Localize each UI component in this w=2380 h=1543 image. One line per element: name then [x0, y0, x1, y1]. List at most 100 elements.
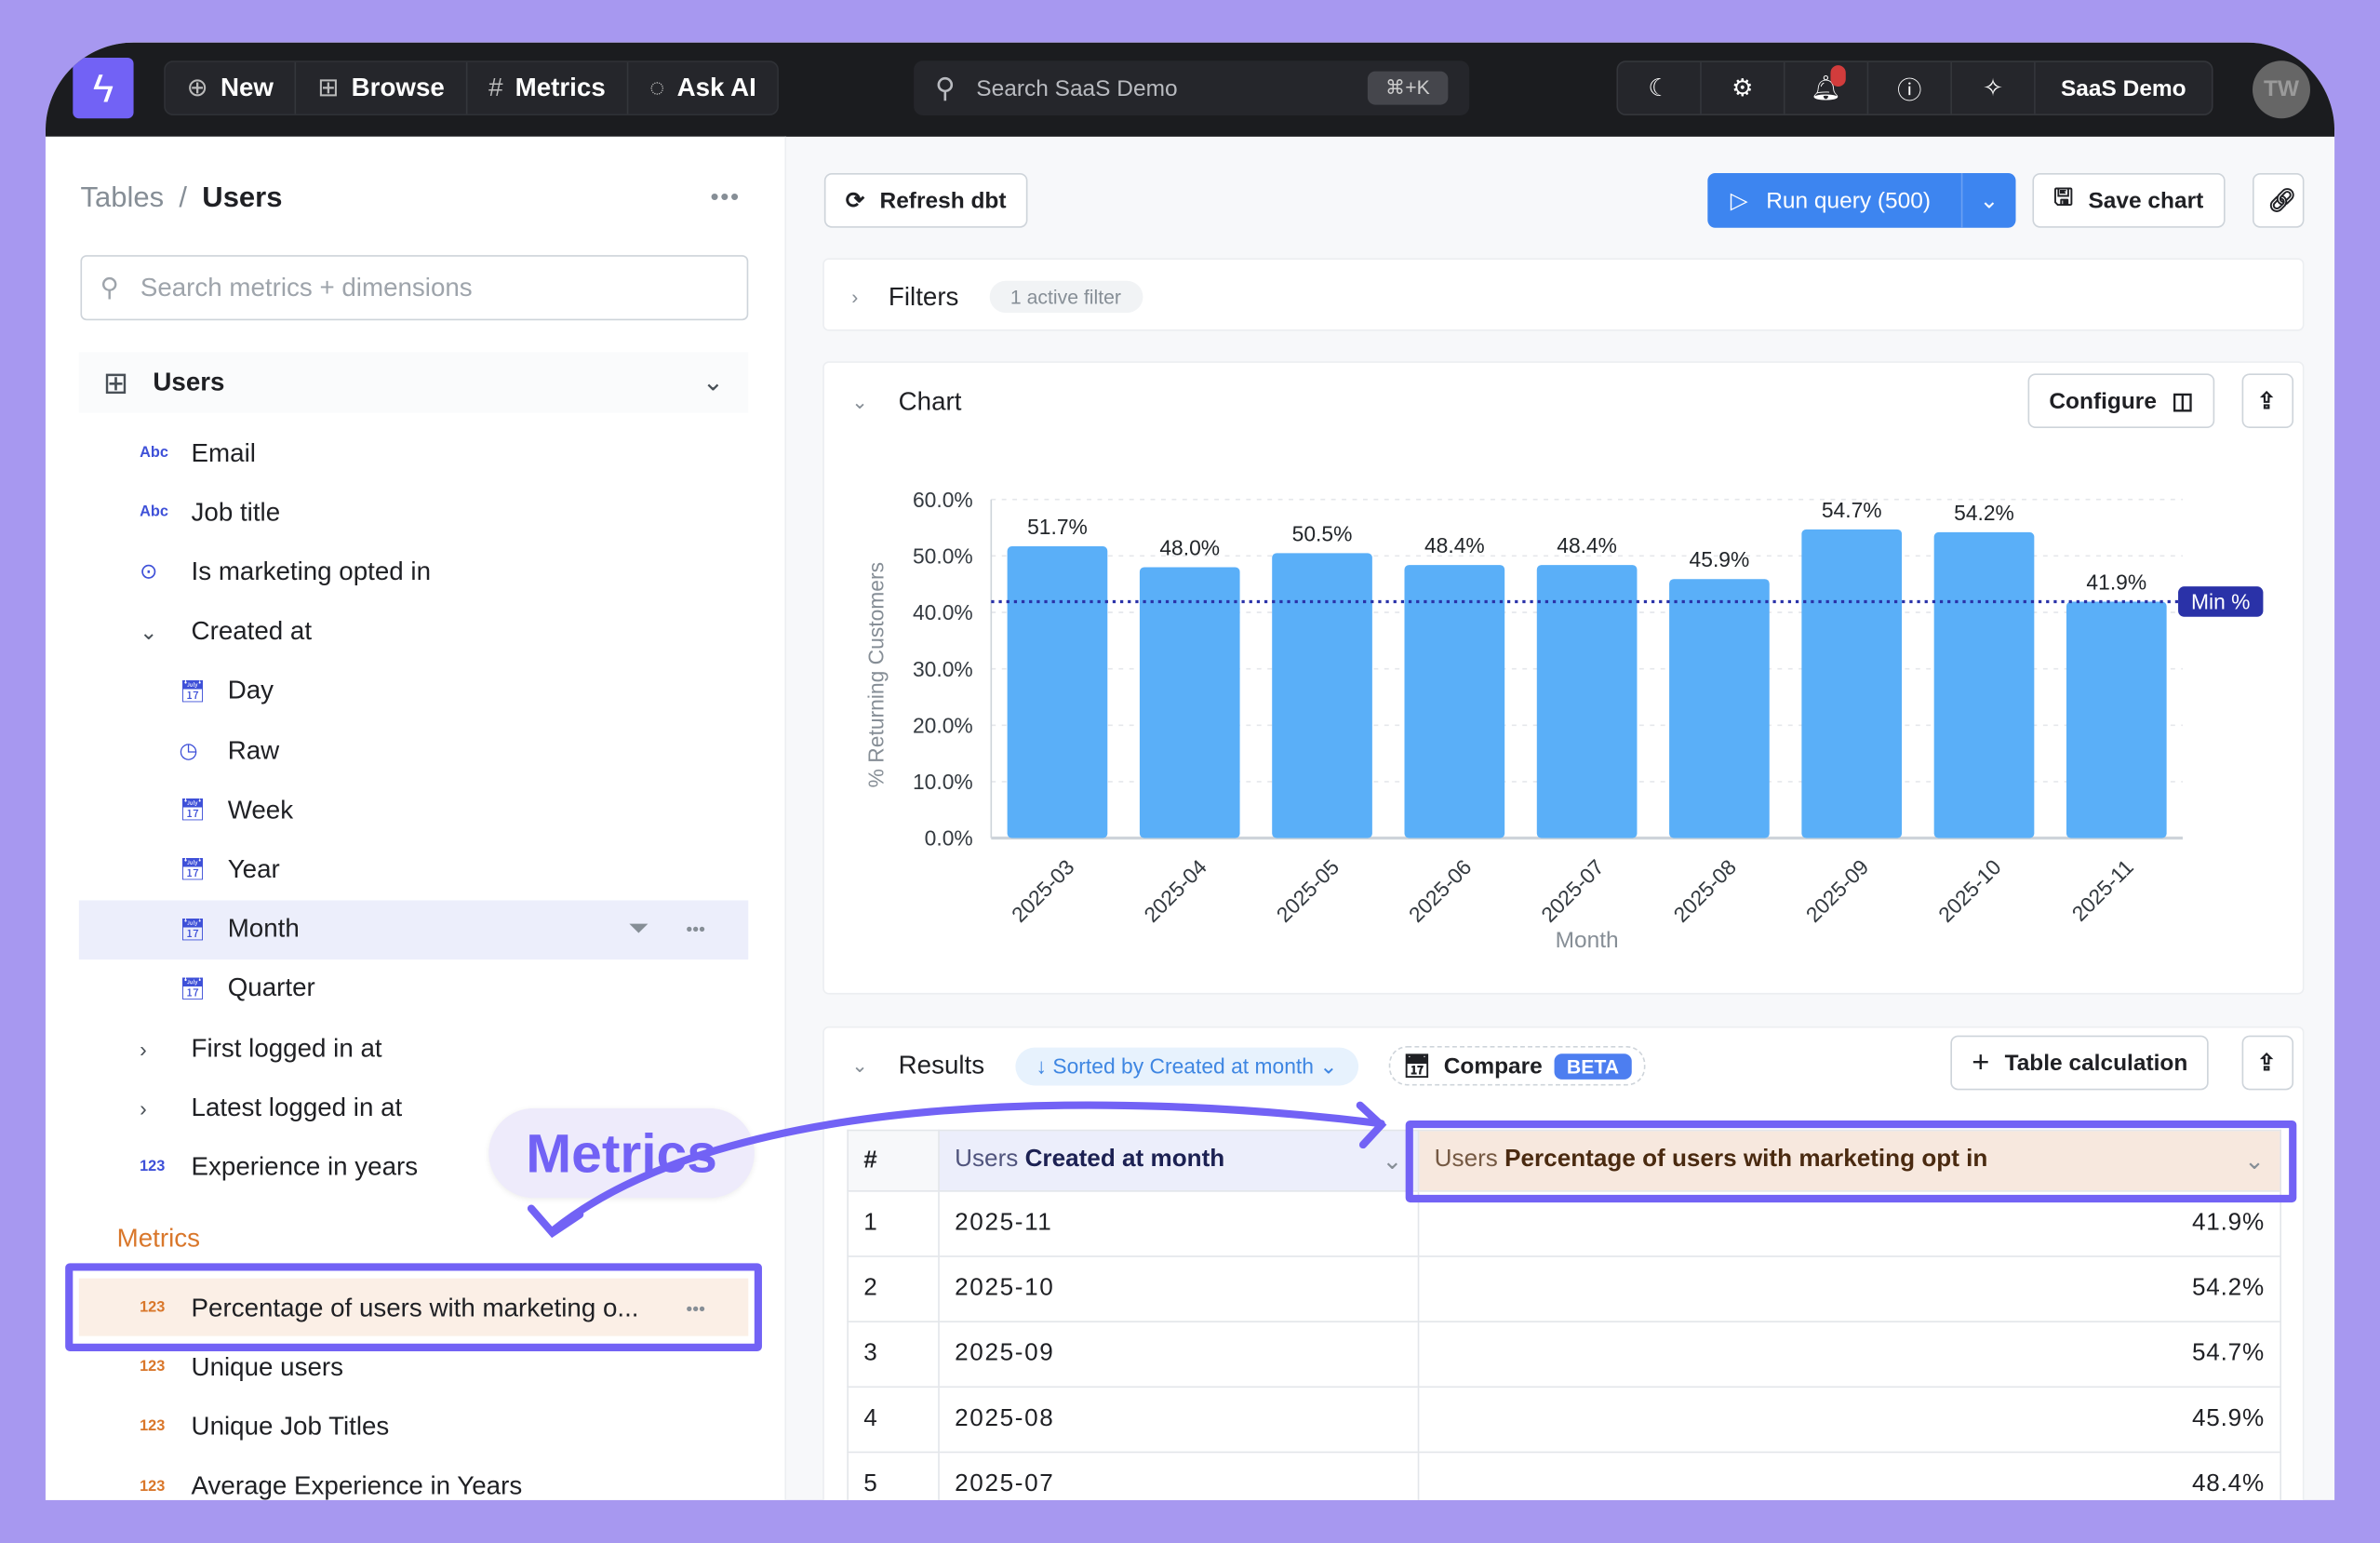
clock-icon: ◷ — [179, 737, 198, 762]
search-placeholder: Search SaaS Demo — [976, 74, 1178, 101]
sidebar-metric-item[interactable]: 123 Unique Job Titles — [79, 1398, 748, 1457]
metric-highlight-box — [65, 1263, 762, 1351]
configure-button[interactable]: Configure ◫ — [2027, 373, 2215, 429]
breadcrumb: Tables / Users — [80, 182, 282, 216]
sidebar-metric-item[interactable]: 123 Average Experience in Years — [79, 1456, 748, 1500]
field-label: Month — [227, 914, 300, 944]
more-icon[interactable]: ••• — [710, 185, 741, 211]
sidebar-field-item[interactable]: 📅︎ Year — [79, 840, 748, 900]
export-icon[interactable]: ⇪ — [2241, 1035, 2294, 1091]
chevron-down-icon[interactable]: ⌄ — [1960, 172, 2016, 228]
chevron-down-icon[interactable]: ⌄ — [851, 1053, 869, 1077]
column-header-month[interactable]: Users Created at month ⌄ — [938, 1129, 1420, 1192]
table-row[interactable]: 5 2025-07 48.4% — [847, 1451, 2281, 1500]
nav-metrics-button[interactable]: # Metrics — [467, 61, 629, 114]
bar[interactable] — [2066, 601, 2167, 839]
share-icon[interactable]: ⇪ — [2241, 373, 2294, 429]
metric-label: Unique users — [191, 1352, 343, 1382]
x-tick-label: 2025-03 — [1007, 854, 1079, 927]
sidebar-field-item[interactable]: Abc Job title — [79, 483, 748, 543]
dark-mode-icon[interactable]: ☾ — [1618, 61, 1702, 114]
filters-title: Filters — [888, 281, 959, 311]
filters-header[interactable]: › Filters 1 active filter — [851, 280, 1143, 314]
search-placeholder: Search metrics + dimensions — [140, 272, 473, 302]
gear-icon[interactable]: ⚙ — [1702, 61, 1785, 114]
compare-button[interactable]: 📅︎ Compare BETA — [1388, 1046, 1645, 1086]
sidebar-field-item[interactable]: 📅︎ Day — [79, 662, 748, 721]
save-icon: 🖫 — [2053, 184, 2074, 210]
bar-chart: 0.0% 10.0% 20.0% 30.0% 40.0% 50.0% 60.0% 51.7% 2… — [863, 488, 2264, 953]
table-calculation-button[interactable]: + Table calculation — [1950, 1035, 2210, 1091]
number-type-icon: 123 — [140, 1359, 166, 1376]
bar[interactable] — [1536, 565, 1638, 839]
global-search-input[interactable]: ⚲ Search SaaS Demo ⌘+K — [914, 60, 1470, 115]
bell-icon[interactable]: 🔔︎ — [1785, 61, 1869, 114]
logo-icon[interactable]: ϟ — [73, 57, 134, 119]
compare-label: Compare — [1443, 1053, 1543, 1080]
nav-group: ⊕ New ⊞ Browse # Metrics ◌ Ask AI — [164, 60, 780, 115]
table-row[interactable]: 4 2025-08 45.9% — [847, 1386, 2281, 1454]
table-row[interactable]: 2 2025-10 54.2% — [847, 1255, 2281, 1322]
refresh-dbt-button[interactable]: ⟳ Refresh dbt — [823, 172, 1028, 228]
chevron-down-icon: ⌄ — [851, 390, 869, 413]
chevron-down-icon[interactable]: ⌄ — [2244, 1148, 2266, 1174]
metric-label: Unique Job Titles — [191, 1412, 390, 1442]
more-icon[interactable]: ••• — [686, 919, 705, 940]
bar[interactable] — [1272, 553, 1372, 839]
bar[interactable] — [1404, 565, 1505, 839]
nav-browse-button[interactable]: ⊞ Browse — [296, 61, 468, 114]
field-label: Job title — [191, 497, 281, 527]
row-index: 4 — [847, 1386, 940, 1454]
panel-icon: ◫ — [2172, 388, 2194, 415]
field-label: Created at — [191, 616, 313, 646]
filter-icon[interactable]: ⏷ — [628, 914, 649, 944]
field-label: Raw — [227, 735, 280, 765]
table-row[interactable]: 3 2025-09 54.7% — [847, 1321, 2281, 1389]
metric-label: Percentage of users with marketing o... — [191, 1293, 639, 1322]
y-tick-label: 10.0% — [913, 770, 973, 794]
sidebar-field-item[interactable]: › First logged in at — [79, 1019, 748, 1079]
bar[interactable] — [1669, 579, 1770, 839]
more-icon[interactable]: ••• — [686, 1297, 705, 1319]
sparkle-icon[interactable]: ✧ — [1952, 61, 2036, 114]
chevron-down-icon[interactable]: ⌄ — [1382, 1148, 1403, 1174]
sidebar-field-item[interactable]: 📅︎ Quarter — [79, 959, 748, 1019]
avatar[interactable]: TW — [2252, 60, 2310, 119]
nav-ask-ai-button[interactable]: ◌ Ask AI — [628, 62, 778, 114]
sidebar-field-item[interactable]: ⊙ Is marketing opted in — [79, 543, 748, 602]
help-icon[interactable]: ⓘ — [1868, 61, 1952, 114]
button-label: Save chart — [2088, 187, 2204, 214]
sort-badge[interactable]: ↓ Sorted by Created at month ⌄ — [1014, 1046, 1359, 1085]
sidebar-field-item[interactable]: 123 Experience in years — [79, 1138, 748, 1198]
sidebar-metric-item[interactable]: 123 Unique users — [79, 1338, 748, 1398]
project-switcher[interactable]: SaaS Demo — [2060, 74, 2186, 101]
sidebar-field-item[interactable]: 📅︎ Week — [79, 781, 748, 840]
field-label: Experience in years — [191, 1152, 419, 1182]
sidebar-field-item[interactable]: › Latest logged in at — [79, 1079, 748, 1138]
sidebar: Tables / Users ••• ⚲ Search metrics + dimen… — [45, 136, 787, 1500]
play-icon: ▷ — [1730, 188, 1748, 215]
sidebar-field-item[interactable]: Abc Email — [79, 423, 748, 483]
cell-month: 2025-10 — [938, 1255, 1420, 1322]
sidebar-field-item[interactable]: 📅︎ Month ⏷ ••• — [78, 899, 749, 959]
breadcrumb-root[interactable]: Tables — [80, 181, 165, 215]
bar[interactable] — [1139, 567, 1240, 839]
bar[interactable] — [1801, 529, 1903, 839]
data-label: 48.4% — [1557, 533, 1617, 557]
field-search-input[interactable]: ⚲ Search metrics + dimensions — [80, 255, 749, 321]
boolean-type-icon: ⊙ — [140, 558, 158, 584]
sidebar-field-item[interactable]: ⌄ Created at — [79, 602, 748, 662]
bar[interactable] — [1933, 531, 2035, 839]
bar[interactable] — [1007, 546, 1108, 839]
link-icon[interactable]: 🔗︎ — [2252, 172, 2305, 228]
breadcrumb-separator: / — [179, 181, 187, 215]
sidebar-metric-item[interactable]: 123 Percentage of users with marketing o.… — [79, 1279, 748, 1338]
notification-dot — [1830, 65, 1846, 87]
chart-header[interactable]: ⌄ Chart — [851, 387, 961, 418]
run-query-button[interactable]: ▷ Run query (500) ⌄ — [1707, 172, 2016, 228]
sidebar-field-item[interactable]: ◷ Raw — [79, 721, 748, 781]
data-label: 51.7% — [1027, 515, 1088, 539]
nav-new-button[interactable]: ⊕ New — [166, 61, 297, 114]
table-users-row[interactable]: ⊞ Users ⌄ — [78, 352, 749, 413]
save-chart-button[interactable]: 🖫 Save chart — [2032, 172, 2226, 228]
